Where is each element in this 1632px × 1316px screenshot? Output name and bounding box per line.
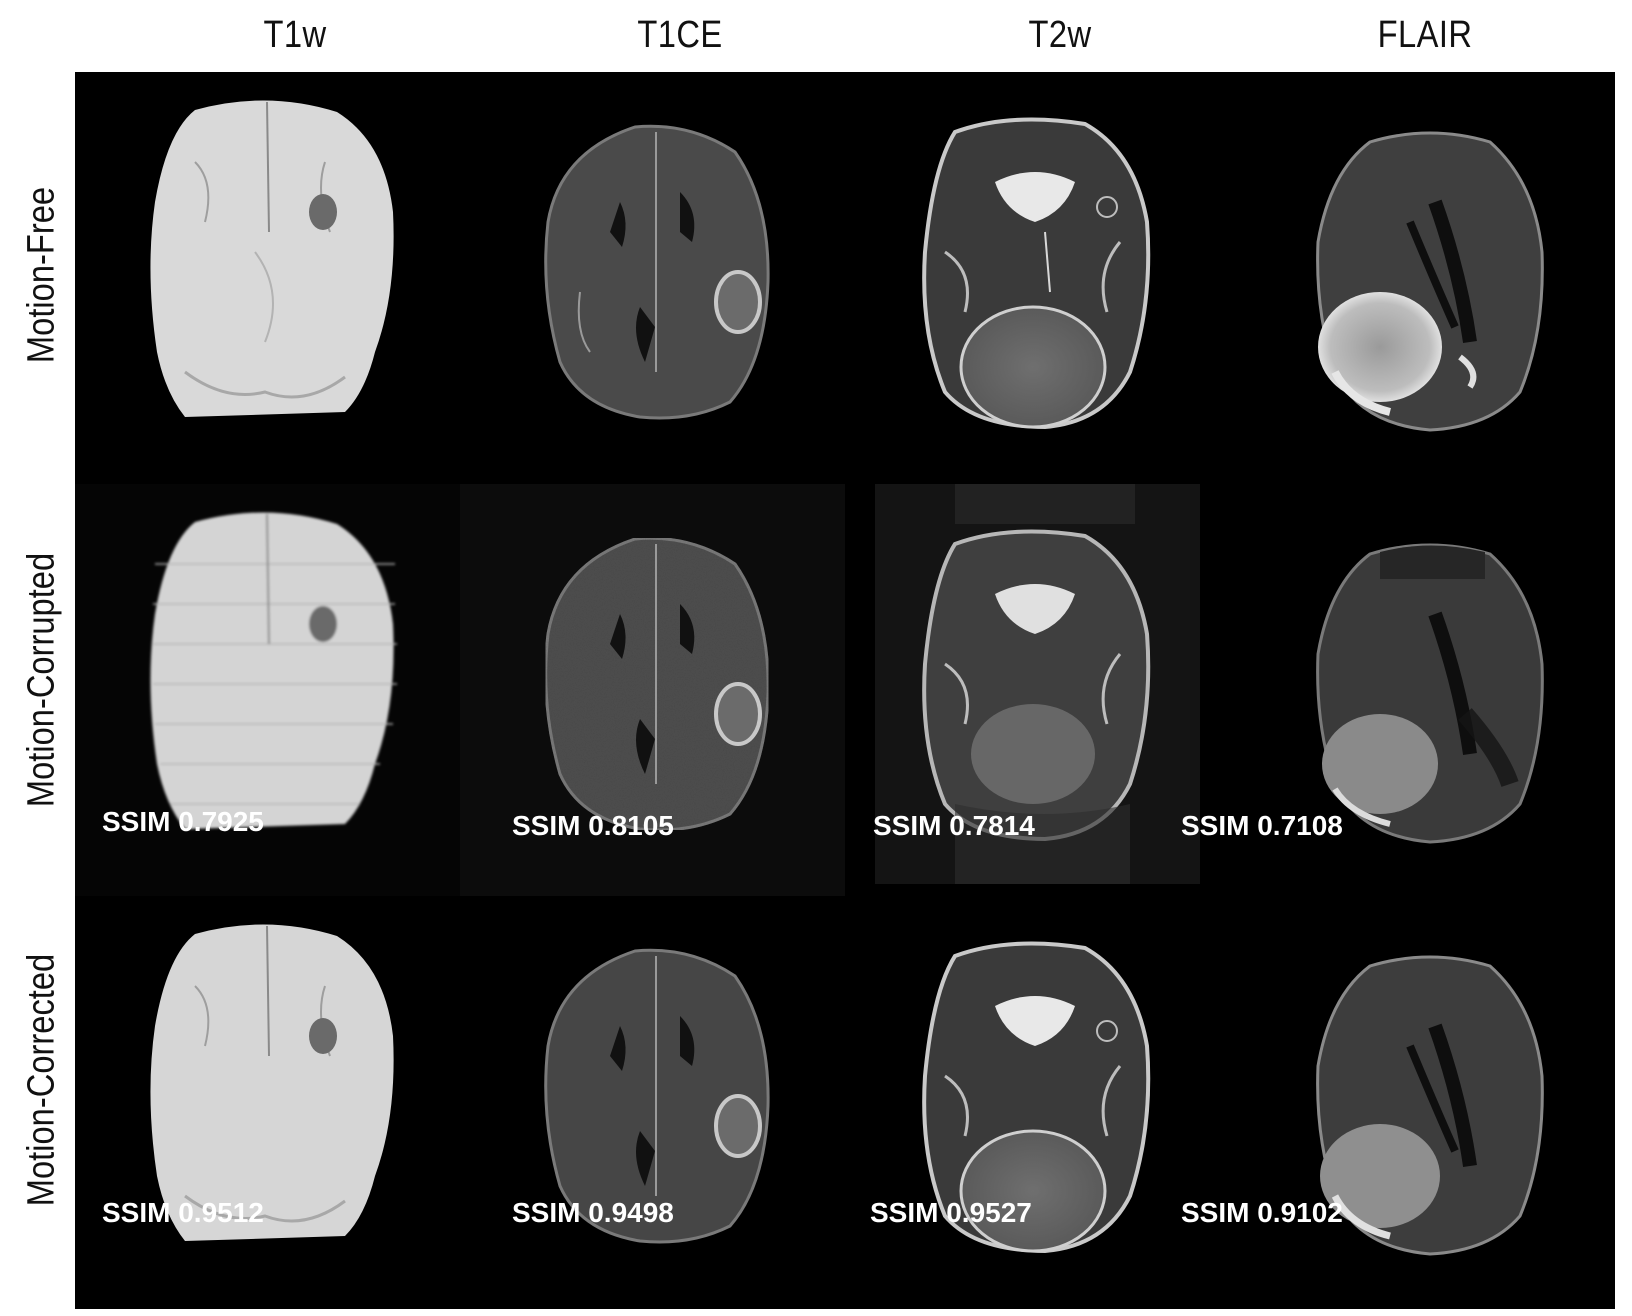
row-label-motion-corrected: Motion-Corrected [20, 953, 63, 1207]
ssim-flair-corrected: SSIM 0.9102 [1181, 1197, 1343, 1228]
mri-t1ce-motion-corrupted [460, 484, 845, 896]
mri-flair-motion-corrected [1230, 896, 1615, 1308]
mri-t1ce-motion-corrected [460, 896, 845, 1308]
ssim-t2w-corrected: SSIM 0.9527 [870, 1197, 1032, 1228]
ssim-t1w-corrected: SSIM 0.9512 [102, 1197, 264, 1228]
column-header-t1w: T1w [263, 14, 327, 56]
ssim-t1w-corrupted: SSIM 0.7925 [102, 806, 264, 837]
mri-t2w-motion-free [845, 72, 1230, 484]
row-label-motion-corrupted: Motion-Corrupted [20, 552, 63, 808]
column-header-flair: FLAIR [1377, 14, 1473, 56]
ssim-t2w-corrupted: SSIM 0.7814 [873, 810, 1035, 841]
mri-t2w-motion-corrupted [845, 484, 1230, 896]
mri-t1w-motion-free [75, 72, 460, 484]
mri-t1w-motion-corrupted [75, 484, 460, 896]
mri-flair-motion-free [1230, 72, 1615, 484]
row-label-motion-free: Motion-Free [20, 186, 63, 364]
mri-flair-motion-corrupted [1230, 484, 1615, 896]
column-header-t1ce: T1CE [637, 14, 723, 56]
mri-t1w-motion-corrected [75, 896, 460, 1308]
column-header-t2w: T2w [1028, 14, 1092, 56]
mri-t2w-motion-corrected [845, 896, 1230, 1308]
ssim-t1ce-corrected: SSIM 0.9498 [512, 1197, 674, 1228]
mri-t1ce-motion-free [460, 72, 845, 484]
image-grid: SSIM 0.7925 SSIM 0.8105 SSIM 0.7814 SSIM… [75, 72, 1615, 1309]
ssim-flair-corrupted: SSIM 0.7108 [1181, 810, 1343, 841]
ssim-t1ce-corrupted: SSIM 0.8105 [512, 810, 674, 841]
